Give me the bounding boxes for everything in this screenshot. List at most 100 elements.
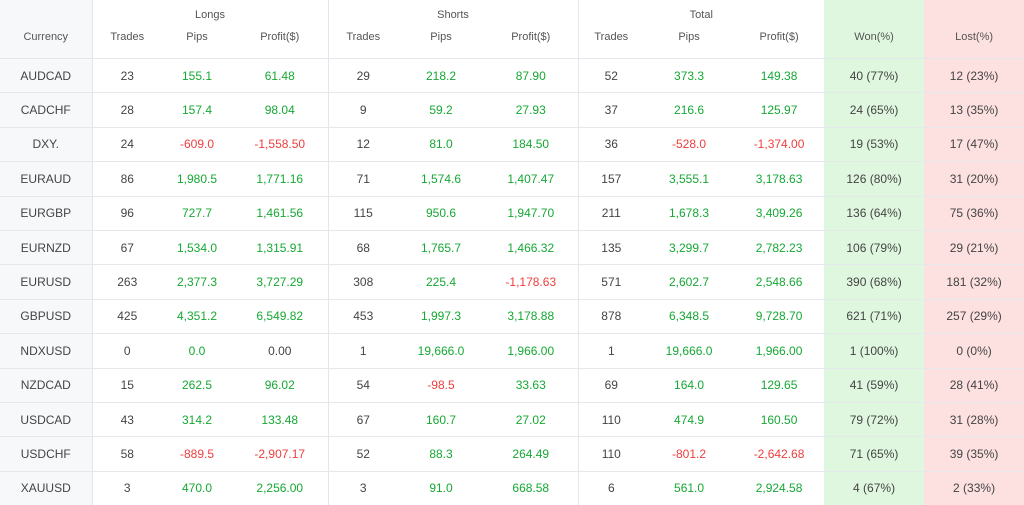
col-header-total-trades[interactable]: Trades xyxy=(578,29,644,59)
cell-shorts-trades: 12 xyxy=(328,127,398,161)
cell-shorts-profit: 33.63 xyxy=(484,368,578,402)
cell-longs-pips: 157.4 xyxy=(162,93,232,127)
cell-total-profit: -2,642.68 xyxy=(734,437,824,471)
cell-total-profit: 125.97 xyxy=(734,93,824,127)
cell-won: 40 (77%) xyxy=(824,59,924,93)
cell-longs-profit: 61.48 xyxy=(232,59,328,93)
cell-shorts-profit: 1,947.70 xyxy=(484,196,578,230)
cell-won: 1 (100%) xyxy=(824,334,924,368)
cell-won: 71 (65%) xyxy=(824,437,924,471)
col-header-lost[interactable]: Lost(%) xyxy=(924,29,1024,59)
cell-shorts-pips: 91.0 xyxy=(398,471,484,505)
table-row: XAUUSD 3 470.0 2,256.00 3 91.0 668.58 6 … xyxy=(0,471,1024,505)
cell-longs-trades: 263 xyxy=(92,265,162,299)
cell-longs-pips: 1,534.0 xyxy=(162,230,232,264)
cell-total-pips: 6,348.5 xyxy=(644,299,734,333)
cell-longs-pips: 1,980.5 xyxy=(162,162,232,196)
cell-won: 126 (80%) xyxy=(824,162,924,196)
col-header-longs-profit[interactable]: Profit($) xyxy=(232,29,328,59)
cell-longs-pips: 470.0 xyxy=(162,471,232,505)
group-header-longs: Longs xyxy=(92,0,328,29)
group-header-total: Total xyxy=(578,0,824,29)
cell-longs-trades: 0 xyxy=(92,334,162,368)
cell-total-trades: 211 xyxy=(578,196,644,230)
cell-total-profit: 2,924.58 xyxy=(734,471,824,505)
cell-lost: 31 (20%) xyxy=(924,162,1024,196)
cell-longs-trades: 67 xyxy=(92,230,162,264)
cell-total-profit: 9,728.70 xyxy=(734,299,824,333)
cell-longs-profit: 98.04 xyxy=(232,93,328,127)
col-header-currency[interactable]: Currency xyxy=(0,29,92,59)
cell-currency: EURNZD xyxy=(0,230,92,264)
col-header-won[interactable]: Won(%) xyxy=(824,29,924,59)
col-header-longs-pips[interactable]: Pips xyxy=(162,29,232,59)
cell-won: 106 (79%) xyxy=(824,230,924,264)
cell-total-profit: 3,409.26 xyxy=(734,196,824,230)
table-row: NDXUSD 0 0.0 0.00 1 19,666.0 1,966.00 1 … xyxy=(0,334,1024,368)
cell-longs-pips: 4,351.2 xyxy=(162,299,232,333)
cell-lost: 75 (36%) xyxy=(924,196,1024,230)
cell-shorts-trades: 71 xyxy=(328,162,398,196)
table-row: EURNZD 67 1,534.0 1,315.91 68 1,765.7 1,… xyxy=(0,230,1024,264)
cell-total-trades: 1 xyxy=(578,334,644,368)
group-header-lost-blank xyxy=(924,0,1024,29)
cell-shorts-pips: 81.0 xyxy=(398,127,484,161)
col-header-longs-trades[interactable]: Trades xyxy=(92,29,162,59)
cell-total-pips: 474.9 xyxy=(644,402,734,436)
cell-longs-profit: 6,549.82 xyxy=(232,299,328,333)
cell-lost: 0 (0%) xyxy=(924,334,1024,368)
col-header-shorts-profit[interactable]: Profit($) xyxy=(484,29,578,59)
cell-total-profit: 2,548.66 xyxy=(734,265,824,299)
cell-currency: DXY. xyxy=(0,127,92,161)
cell-shorts-pips: 88.3 xyxy=(398,437,484,471)
cell-shorts-pips: 1,997.3 xyxy=(398,299,484,333)
cell-total-trades: 69 xyxy=(578,368,644,402)
cell-shorts-trades: 68 xyxy=(328,230,398,264)
cell-won: 19 (53%) xyxy=(824,127,924,161)
cell-total-trades: 135 xyxy=(578,230,644,264)
cell-total-pips: 3,555.1 xyxy=(644,162,734,196)
cell-longs-trades: 23 xyxy=(92,59,162,93)
col-header-total-pips[interactable]: Pips xyxy=(644,29,734,59)
cell-won: 136 (64%) xyxy=(824,196,924,230)
cell-shorts-pips: 225.4 xyxy=(398,265,484,299)
cell-total-trades: 36 xyxy=(578,127,644,161)
col-header-total-profit[interactable]: Profit($) xyxy=(734,29,824,59)
cell-won: 79 (72%) xyxy=(824,402,924,436)
cell-total-trades: 878 xyxy=(578,299,644,333)
group-header-blank xyxy=(0,0,92,29)
cell-total-profit: 160.50 xyxy=(734,402,824,436)
cell-currency: USDCHF xyxy=(0,437,92,471)
cell-shorts-trades: 453 xyxy=(328,299,398,333)
cell-total-pips: 3,299.7 xyxy=(644,230,734,264)
cell-lost: 28 (41%) xyxy=(924,368,1024,402)
cell-shorts-trades: 67 xyxy=(328,402,398,436)
col-header-shorts-pips[interactable]: Pips xyxy=(398,29,484,59)
cell-longs-trades: 86 xyxy=(92,162,162,196)
column-header-row: Currency Trades Pips Profit($) Trades Pi… xyxy=(0,29,1024,59)
cell-lost: 12 (23%) xyxy=(924,59,1024,93)
cell-total-pips: -801.2 xyxy=(644,437,734,471)
cell-shorts-pips: 950.6 xyxy=(398,196,484,230)
cell-longs-trades: 96 xyxy=(92,196,162,230)
cell-total-pips: 373.3 xyxy=(644,59,734,93)
cell-shorts-profit: -1,178.63 xyxy=(484,265,578,299)
group-header-shorts: Shorts xyxy=(328,0,578,29)
cell-longs-profit: 1,461.56 xyxy=(232,196,328,230)
cell-longs-pips: 727.7 xyxy=(162,196,232,230)
cell-longs-profit: -2,907.17 xyxy=(232,437,328,471)
cell-longs-pips: 262.5 xyxy=(162,368,232,402)
cell-longs-pips: 155.1 xyxy=(162,59,232,93)
table-row: GBPUSD 425 4,351.2 6,549.82 453 1,997.3 … xyxy=(0,299,1024,333)
cell-shorts-pips: 1,574.6 xyxy=(398,162,484,196)
col-header-shorts-trades[interactable]: Trades xyxy=(328,29,398,59)
cell-shorts-trades: 1 xyxy=(328,334,398,368)
cell-shorts-profit: 1,407.47 xyxy=(484,162,578,196)
cell-shorts-trades: 29 xyxy=(328,59,398,93)
table-row: EURUSD 263 2,377.3 3,727.29 308 225.4 -1… xyxy=(0,265,1024,299)
cell-shorts-pips: 218.2 xyxy=(398,59,484,93)
cell-longs-trades: 24 xyxy=(92,127,162,161)
cell-shorts-trades: 52 xyxy=(328,437,398,471)
cell-currency: USDCAD xyxy=(0,402,92,436)
